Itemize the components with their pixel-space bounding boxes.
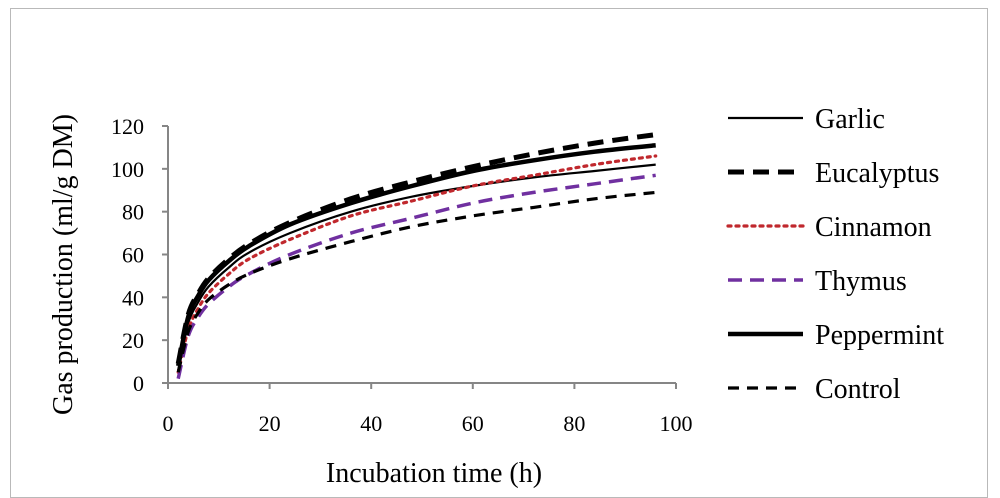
series-line-control <box>176 190 656 373</box>
y-tick-label: 0 <box>133 371 144 396</box>
y-tick-label: 120 <box>111 114 144 139</box>
y-tick-label: 20 <box>122 328 144 353</box>
x-ticks: 0 20 40 60 80 100 <box>163 383 693 436</box>
x-tick-label: 100 <box>660 411 693 436</box>
y-tick-label: 80 <box>122 200 144 225</box>
x-tick-label: 20 <box>259 411 281 436</box>
legend-label-cinnamon: Cinnamon <box>815 212 932 243</box>
legend-label-peppermint: Peppermint <box>815 320 944 351</box>
legend-label-garlic: Garlic <box>815 104 885 135</box>
series-line-thymus <box>176 173 656 380</box>
y-ticks: 0 20 40 60 80 100 120 <box>111 114 168 396</box>
y-tick-label: 40 <box>122 285 144 310</box>
x-tick-label: 80 <box>563 411 585 436</box>
series-layer <box>175 132 658 380</box>
x-tick-label: 60 <box>462 411 484 436</box>
y-tick-label: 60 <box>122 243 144 268</box>
series-line-garlic <box>177 163 656 371</box>
legend-label-thymus: Thymus <box>815 266 907 297</box>
series-line-peppermint <box>175 143 656 367</box>
legend-label-eucalyptus: Eucalyptus <box>815 158 939 189</box>
legend: Garlic Eucalyptus Cinnamon Thymus Peppermint… <box>726 104 944 405</box>
axes: 0 20 40 60 80 100 120 0 20 40 60 80 100 <box>111 114 693 436</box>
y-axis-title: Gas production (ml/g DM) <box>48 114 79 415</box>
series-line-cinnamon <box>176 154 658 374</box>
series-line-eucalyptus <box>175 132 657 365</box>
legend-label-control: Control <box>815 374 901 405</box>
x-tick-label: 0 <box>163 411 174 436</box>
chart-frame <box>10 8 988 498</box>
x-tick-label: 40 <box>360 411 382 436</box>
x-axis-title: Incubation time (h) <box>326 458 542 489</box>
y-tick-label: 100 <box>111 157 144 182</box>
